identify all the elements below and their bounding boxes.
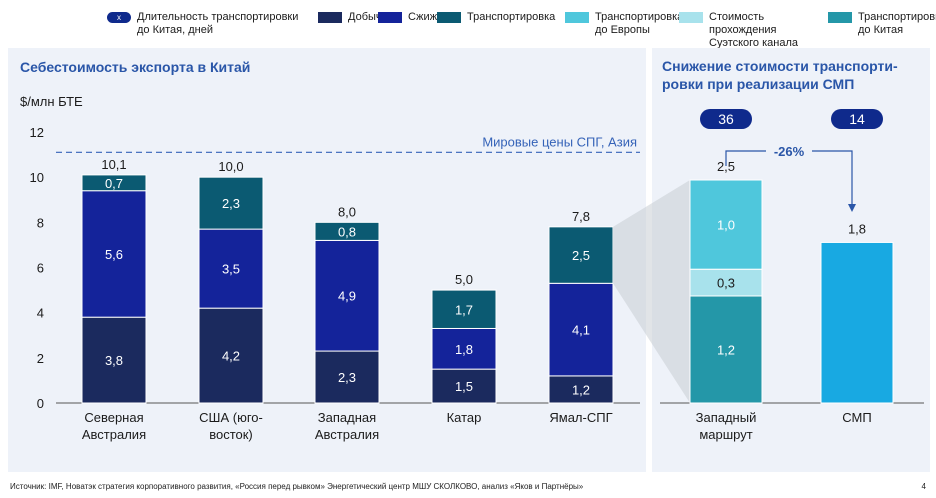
legend-label: Транспортировка до Европы bbox=[595, 11, 684, 36]
legend-duration: x Длительность транспортировки до Китая,… bbox=[107, 11, 312, 37]
total-label: 1,8 bbox=[848, 221, 866, 236]
y-tick-label: 2 bbox=[37, 351, 44, 366]
data-label: 1,7 bbox=[455, 302, 473, 317]
category-label: Ямал-СПГ bbox=[549, 410, 612, 425]
legend-swatch bbox=[679, 12, 703, 23]
data-label: 2,3 bbox=[338, 370, 356, 385]
bar-segment bbox=[314, 221, 380, 241]
total-label: 7,8 bbox=[572, 209, 590, 224]
bar-segment bbox=[689, 268, 763, 297]
data-label: 3,5 bbox=[222, 262, 240, 277]
y-axis-label: $/млн БТЕ bbox=[20, 94, 83, 109]
category-label: Северная bbox=[84, 410, 143, 425]
reduction-label: -26% bbox=[774, 144, 805, 159]
duration-pill bbox=[700, 109, 752, 129]
category-label: СМП bbox=[842, 410, 871, 425]
page-number: 4 bbox=[921, 482, 926, 491]
legend-transport: Транспортировка bbox=[437, 11, 555, 24]
source-note: Источник: IMF, Новатэк стратегия корпора… bbox=[10, 482, 584, 491]
category-label: восток) bbox=[209, 427, 253, 442]
duration-pill bbox=[831, 109, 883, 129]
bar-segment bbox=[198, 228, 264, 309]
category-label: Австралия bbox=[315, 427, 379, 442]
y-tick-label: 6 bbox=[37, 261, 44, 276]
legend-swatch bbox=[378, 12, 402, 23]
legend-label: Длительность транспортировки до Китая, д… bbox=[137, 11, 299, 36]
legend-swatch bbox=[318, 12, 342, 23]
bar-segment bbox=[431, 289, 497, 329]
bar-segment bbox=[431, 368, 497, 404]
total-label: 2,5 bbox=[717, 159, 735, 174]
y-tick-label: 10 bbox=[30, 170, 44, 185]
bar-segment bbox=[689, 295, 763, 404]
bar-segment bbox=[314, 350, 380, 404]
duration-pill-icon: x bbox=[107, 12, 131, 23]
bar-segment bbox=[314, 239, 380, 352]
data-label: 4,9 bbox=[338, 289, 356, 304]
total-label: 10,0 bbox=[218, 159, 243, 174]
duration-label: 14 bbox=[849, 111, 865, 127]
data-label: 4,1 bbox=[572, 323, 590, 338]
total-label: 10,1 bbox=[101, 157, 126, 172]
bar-segment bbox=[548, 375, 614, 404]
bar-segment bbox=[81, 174, 147, 192]
bar-segment bbox=[820, 241, 894, 404]
total-label: 5,0 bbox=[455, 272, 473, 287]
reference-line-label: Мировые цены СПГ, Азия bbox=[482, 134, 637, 149]
data-label: 2,5 bbox=[572, 248, 590, 263]
duration-label: 36 bbox=[718, 111, 734, 127]
right-panel-title: Снижение стоимости транспорти-ровки при … bbox=[662, 58, 898, 92]
zoom-connector bbox=[613, 180, 690, 403]
legend-transport-eu: Транспортировка до Европы bbox=[565, 11, 683, 37]
data-label: 1,5 bbox=[455, 379, 473, 394]
data-label: 0,7 bbox=[105, 176, 123, 191]
legend-swatch bbox=[828, 12, 852, 23]
bar-segment bbox=[548, 226, 614, 284]
right-chart: 1,2 0,3 1,0 2,5 Западный маршрут 36 1,8 СМП 14 -26… bbox=[613, 109, 924, 442]
data-label: 0,8 bbox=[338, 224, 356, 239]
bar-segment bbox=[548, 282, 614, 377]
data-label: 5,6 bbox=[105, 247, 123, 262]
data-label: 0,3 bbox=[717, 276, 735, 291]
category-label: США (юго- bbox=[199, 410, 263, 425]
legend-swatch bbox=[565, 12, 589, 23]
category-label: маршрут bbox=[699, 427, 752, 442]
legend-label: Добыча bbox=[348, 11, 388, 23]
reduction-label-bg bbox=[766, 143, 812, 159]
y-tick-label: 0 bbox=[37, 396, 44, 411]
bar-segment bbox=[431, 327, 497, 370]
total-label: 8,0 bbox=[338, 204, 356, 219]
legend-transport-cn: Транспортировка до Китая bbox=[828, 11, 936, 37]
legend-label: Транспортировка bbox=[467, 11, 556, 23]
data-label: 1,8 bbox=[455, 342, 473, 357]
legend-dobycha: Добыча bbox=[318, 11, 388, 24]
category-label: Западный bbox=[696, 410, 757, 425]
legend-label: Транспортировка до Китая bbox=[858, 11, 936, 36]
left-chart: $/млн БТЕ 0 2 4 6 8 10 12 Мировые цены СПГ, Азия… bbox=[20, 94, 640, 442]
data-label: 1,2 bbox=[572, 382, 590, 397]
category-label: Катар bbox=[447, 410, 482, 425]
data-label: 2,3 bbox=[222, 196, 240, 211]
bar-segment bbox=[198, 176, 264, 230]
y-tick-label: 12 bbox=[30, 125, 44, 140]
arrow-head-icon bbox=[848, 204, 856, 212]
data-label: 1,2 bbox=[717, 342, 735, 357]
category-label: Западная bbox=[318, 410, 376, 425]
legend-suez: Стоимость прохождения Суэтского канала bbox=[679, 11, 829, 50]
data-label: 3,8 bbox=[105, 353, 123, 368]
bar-segment bbox=[689, 179, 763, 270]
data-label: 4,2 bbox=[222, 349, 240, 364]
category-label: Австралия bbox=[82, 427, 146, 442]
bar-segment bbox=[81, 190, 147, 318]
y-tick-label: 4 bbox=[37, 306, 44, 321]
left-panel-title: Себестоимость экспорта в Китай bbox=[20, 59, 251, 75]
legend-label: Стоимость прохождения Суэтского канала bbox=[709, 11, 799, 49]
y-tick-label: 8 bbox=[37, 215, 44, 230]
legend-swatch bbox=[437, 12, 461, 23]
data-label: 1,0 bbox=[717, 218, 735, 233]
